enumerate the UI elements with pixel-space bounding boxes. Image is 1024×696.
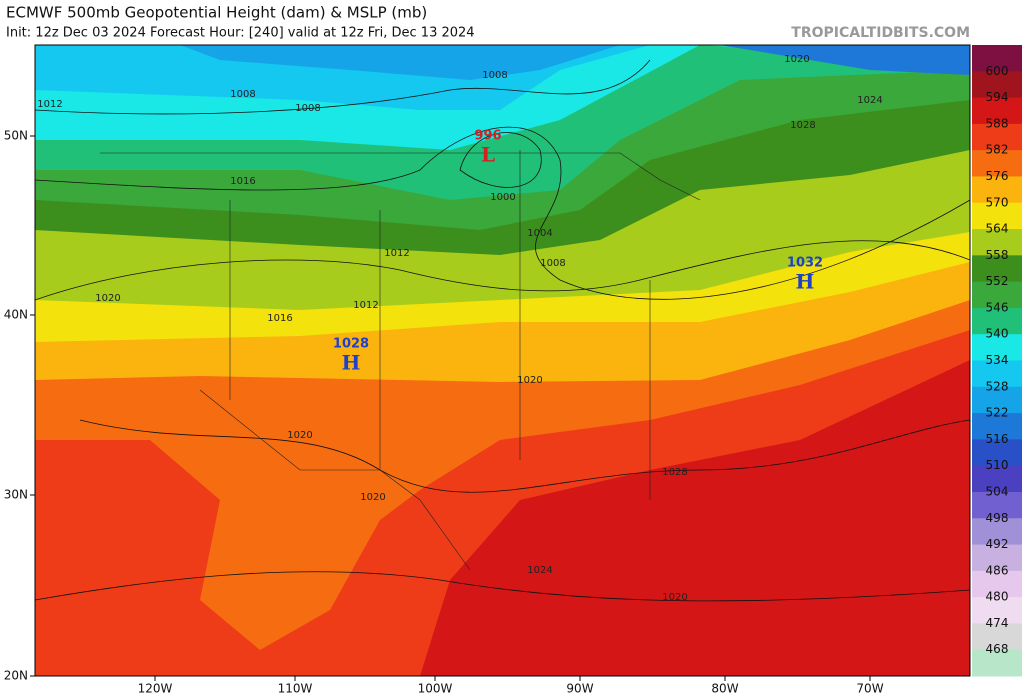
colorbar-cell bbox=[972, 360, 1022, 388]
colorbar-cell bbox=[972, 465, 1022, 493]
pressure-center: H bbox=[796, 270, 815, 294]
colorbar-cell bbox=[972, 386, 1022, 414]
isobar-label: 1020 bbox=[784, 54, 809, 65]
isobar-label: 1020 bbox=[360, 492, 385, 503]
isobar-label: 1024 bbox=[527, 565, 552, 576]
colorbar-label: 528 bbox=[986, 379, 1009, 393]
colorbar-label: 552 bbox=[986, 274, 1009, 288]
colorbar-label: 570 bbox=[986, 195, 1009, 209]
colorbar-label: 504 bbox=[986, 484, 1009, 498]
map-frame bbox=[34, 44, 971, 677]
pressure-center: H bbox=[342, 351, 361, 375]
colorbar-label: 492 bbox=[986, 537, 1009, 551]
colorbar-label: 474 bbox=[986, 616, 1009, 630]
lat-label: 50N bbox=[4, 129, 28, 143]
isobar-label: 1020 bbox=[517, 375, 542, 386]
lat-label: 30N bbox=[4, 488, 28, 502]
isobar-label: 1008 bbox=[540, 258, 565, 269]
watermark: TROPICALTIDBITS.COM bbox=[791, 25, 970, 41]
isobar-label: 1016 bbox=[230, 176, 255, 187]
colorbar-cell bbox=[972, 649, 1022, 677]
lat-label: 20N bbox=[4, 669, 28, 683]
colorbar-cell bbox=[972, 229, 1022, 256]
band bbox=[720, 45, 970, 75]
borders bbox=[100, 150, 701, 571]
band bbox=[180, 45, 620, 80]
isobar-label: 1020 bbox=[662, 592, 687, 603]
pressure-center: L bbox=[481, 143, 495, 167]
colorbar-label: 540 bbox=[986, 327, 1009, 341]
isobar-label: 1008 bbox=[230, 89, 255, 100]
colorbar-label: 516 bbox=[986, 432, 1009, 446]
colorbar-label: 594 bbox=[986, 90, 1009, 104]
isobar-label: 1028 bbox=[662, 467, 687, 478]
pressure-value: 1028 bbox=[333, 337, 369, 352]
colorbar-label: 468 bbox=[986, 642, 1009, 656]
pressure-value: 1032 bbox=[787, 256, 823, 271]
lon-label: 100W bbox=[418, 682, 453, 696]
colorbar-label: 582 bbox=[986, 143, 1009, 157]
isobar-label: 1008 bbox=[482, 70, 507, 81]
colorbar-label: 498 bbox=[986, 511, 1009, 525]
colorbar-cell bbox=[972, 255, 1022, 283]
colorbar-cell bbox=[972, 491, 1022, 519]
colorbar-label: 486 bbox=[986, 563, 1009, 577]
colorbar-label: 534 bbox=[986, 353, 1009, 367]
pressure-value: 996 bbox=[474, 129, 501, 144]
colorbar-cell bbox=[972, 544, 1022, 572]
colorbar-label: 480 bbox=[986, 590, 1009, 604]
colorbar-label: 564 bbox=[986, 222, 1009, 236]
colorbar-label: 510 bbox=[986, 458, 1009, 472]
isobar-label: 1020 bbox=[287, 430, 312, 441]
colorbar-cell bbox=[972, 413, 1022, 440]
colorbar-label: 588 bbox=[986, 116, 1009, 130]
colorbar-cell bbox=[972, 307, 1022, 335]
colorbar-cell bbox=[972, 623, 1022, 651]
lon-label: 80W bbox=[711, 682, 738, 696]
isobar-label: 1000 bbox=[490, 192, 515, 203]
isobars bbox=[35, 59, 970, 602]
isobar-label: 1028 bbox=[790, 120, 815, 131]
colorbar-cell bbox=[972, 71, 1022, 99]
colorbar-label: 558 bbox=[986, 248, 1009, 262]
colorbar-cell bbox=[972, 150, 1022, 177]
isobar-label: 1012 bbox=[384, 248, 409, 259]
colorbar-cell bbox=[972, 202, 1022, 230]
lat-label: 40N bbox=[4, 308, 28, 322]
colorbar-cell bbox=[972, 439, 1022, 467]
lon-label: 70W bbox=[856, 682, 883, 696]
colorbar-cell bbox=[972, 597, 1022, 624]
colorbar-cell bbox=[972, 518, 1022, 546]
isobar-label: 1024 bbox=[857, 95, 882, 106]
isobar-label: 1008 bbox=[295, 103, 320, 114]
colorbar-label: 576 bbox=[986, 169, 1009, 183]
colorbar-cell bbox=[972, 334, 1022, 361]
colorbar-label: 522 bbox=[986, 406, 1009, 420]
lon-label: 90W bbox=[566, 682, 593, 696]
isobar-label: 1020 bbox=[95, 293, 120, 304]
height-field bbox=[35, 45, 970, 676]
colorbar-label: 546 bbox=[986, 300, 1009, 314]
colorbar-cell bbox=[972, 45, 1022, 72]
subtitle: Init: 12z Dec 03 2024 Forecast Hour: [24… bbox=[6, 26, 475, 41]
lon-label: 120W bbox=[138, 682, 173, 696]
colorbar-cell bbox=[972, 281, 1022, 309]
isobar-label: 1016 bbox=[267, 313, 292, 324]
colorbar-cell bbox=[972, 97, 1022, 125]
colorbar-label: 600 bbox=[986, 64, 1009, 78]
isobar-label: 1012 bbox=[37, 99, 62, 110]
isobar-label: 1012 bbox=[353, 300, 378, 311]
colorbar-cell bbox=[972, 123, 1022, 151]
lon-label: 110W bbox=[278, 682, 313, 696]
colorbar-cell bbox=[972, 176, 1022, 204]
isobar-label: 1004 bbox=[527, 228, 552, 239]
colorbar-cell bbox=[972, 570, 1022, 598]
title: ECMWF 500mb Geopotential Height (dam) & … bbox=[6, 4, 427, 22]
